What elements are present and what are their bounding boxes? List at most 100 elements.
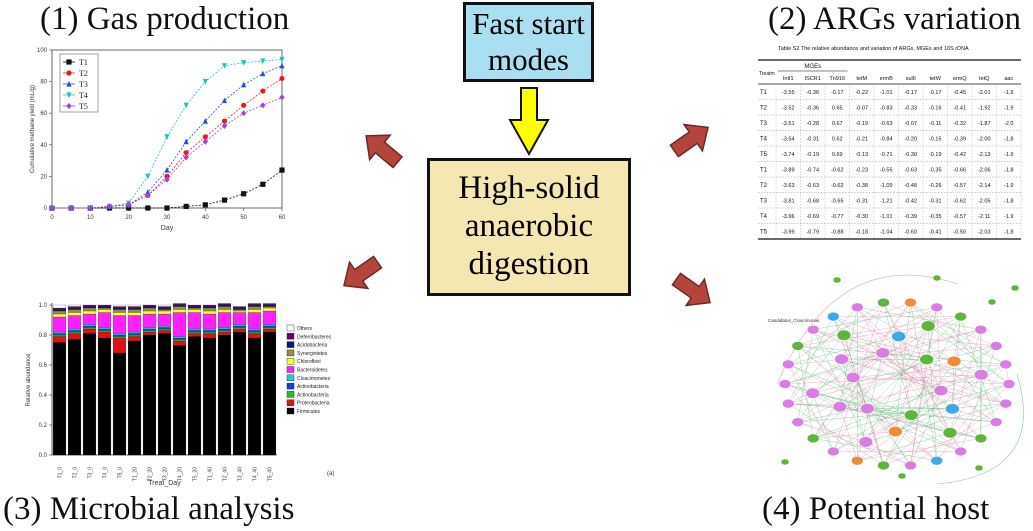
micro-bar-segment-deferribacteres: [172, 303, 187, 306]
network-edge: [911, 414, 961, 452]
micro-x-tick-label: T2_20: [148, 467, 154, 481]
args-row-label: T1: [760, 168, 768, 174]
network-edge: [843, 335, 953, 410]
network-node: [930, 455, 944, 466]
args-cell: -2.05: [978, 199, 991, 205]
network-edge: [936, 364, 1006, 461]
gas-point-T5: [49, 204, 55, 212]
args-cell: -0.62: [831, 183, 844, 189]
gas-point-T1: [241, 191, 247, 197]
micro-bar-segment-deferribacteres: [142, 304, 157, 307]
micro-bar-segment-cloacimonetes: [247, 328, 262, 331]
args-cell: -2.0: [1004, 121, 1013, 127]
gas-point-T4: [202, 79, 208, 85]
args-cell: -0.11: [929, 121, 941, 127]
micro-bar-segment-firmicutes: [187, 336, 202, 456]
network-edge: [898, 336, 912, 416]
args-cell: -1.21: [880, 199, 893, 205]
micro-bar-segment-proteobacteria: [67, 333, 82, 340]
micro-bar-segment-actinobacteria: [97, 330, 112, 333]
network-edge: [895, 431, 937, 461]
args-cell: -0.66: [953, 168, 966, 174]
network-edge: [797, 325, 929, 347]
micro-bar-segment-chloroflexi: [157, 310, 172, 315]
network-edge: [883, 302, 899, 337]
args-cell: -0.32: [953, 121, 966, 127]
micro-x-tick-label: T2_40: [223, 467, 229, 481]
gas-x-tick-label: 30: [164, 215, 171, 221]
micro-bar-segment-deferribacteres: [112, 306, 127, 309]
network-edge: [843, 316, 961, 336]
network-edge: [841, 358, 941, 391]
micro-bar-segment-firmicutes: [157, 333, 172, 456]
network-edge: [936, 307, 942, 391]
args-table: Table S2 The relative abundance and vari…: [758, 46, 1022, 240]
micro-bar-segment-synergistetes: [82, 307, 97, 312]
micro-y-tick-label: 0.8: [39, 333, 48, 339]
network-edge: [797, 421, 911, 466]
gas-point-T2: [260, 88, 266, 94]
args-cell: -3.54: [782, 137, 795, 143]
micro-bar-segment-proteobacteria: [157, 330, 172, 334]
micro-bar-segment-acidobacteria: [97, 306, 112, 309]
args-cell: -1.87: [978, 121, 991, 127]
micro-bar-segment-deferribacteres: [262, 303, 277, 306]
args-group-header: MGEs: [804, 64, 821, 70]
args-column-header: IntI1: [783, 76, 794, 82]
micro-legend-swatch: [286, 399, 295, 406]
args-cell: -0.63: [904, 168, 917, 174]
network-node: [945, 403, 960, 415]
micro-bar-segment-actinobacteria: [187, 331, 202, 334]
network-edge: [857, 307, 883, 354]
args-cell: -0.36: [806, 90, 819, 96]
digestion-line2: anaerobic: [464, 208, 594, 245]
network-edge: [853, 364, 1006, 378]
micro-bar-segment-bacteroidetes: [217, 312, 232, 328]
network-node: [989, 417, 1003, 427]
micro-legend-label: Acidobacteria: [297, 343, 328, 349]
args-cell: -0.18: [855, 230, 868, 236]
args-cell: -0.62: [831, 168, 844, 174]
micro-bar-segment-synergistetes: [232, 309, 247, 312]
network-edge: [788, 302, 884, 365]
gas-point-T5: [202, 138, 208, 145]
args-cell: -1.8: [1004, 199, 1013, 205]
gas-point-T5: [279, 94, 285, 101]
micro-bar-segment-acidobacteria: [247, 304, 262, 307]
network-edge: [940, 390, 1006, 404]
micro-bar-segment-chloroflexi: [217, 309, 232, 313]
args-cell: -2.11: [978, 214, 990, 220]
gas-legend-marker-T4: [66, 92, 72, 99]
gas-point-T4: [164, 134, 170, 140]
args-column-header: ermQ: [953, 76, 967, 82]
micro-bar-segment-acidobacteria: [82, 306, 97, 309]
micro-x-tick-label: T2_0: [73, 467, 79, 479]
args-row-label: T2: [760, 183, 768, 189]
micro-x-axis-label: Treat_Day: [148, 480, 181, 487]
network-node: [806, 433, 820, 444]
micro-bar-segment-firmicutes: [97, 337, 112, 456]
network-edge: [960, 345, 997, 452]
network-node: [888, 425, 903, 438]
network-node: [903, 409, 919, 421]
gas-y-tick-label: 100: [37, 48, 48, 54]
network-node: [791, 341, 805, 351]
args-cell: -0.19: [855, 121, 868, 127]
micro-bar-segment-bacteroidetes: [67, 315, 82, 330]
micro-bar-segment-actinobacteria: [262, 325, 277, 328]
micro-bar-segment-actinobacteria: [127, 334, 142, 337]
gas-point-T2: [164, 173, 170, 179]
micro-legend-label: Proteobacteria: [297, 401, 330, 407]
gas-x-axis-label: Day: [161, 225, 174, 232]
micro-bar-segment-cloacimonetes: [82, 324, 97, 327]
network-edge: [833, 345, 997, 452]
micro-legend-label: Actinobacteria: [297, 384, 329, 390]
args-row-label: T2: [760, 106, 768, 112]
micro-x-tick-label: T3_0: [88, 467, 94, 479]
gas-legend-label: T3: [79, 80, 88, 89]
args-cell: -1.9: [1004, 90, 1013, 96]
args-cell: -2.13: [978, 152, 991, 158]
args-column-header: ISCR1: [805, 76, 821, 82]
gas-legend-label: T5: [79, 102, 88, 111]
micro-bar-segment-cloacimonetes: [142, 327, 157, 330]
